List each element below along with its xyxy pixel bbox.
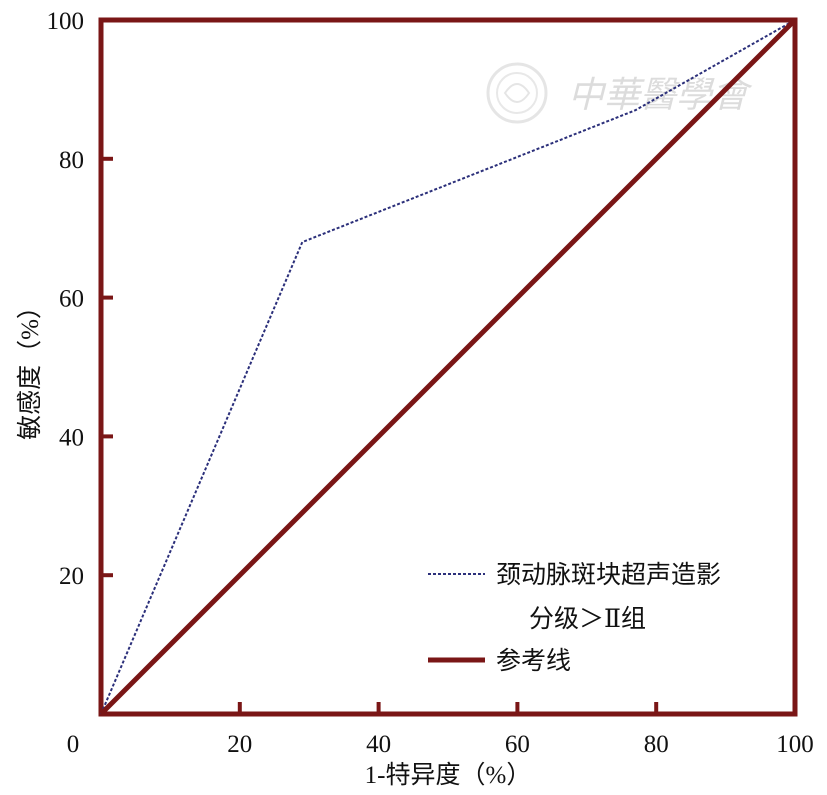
y-tick-label: 40 bbox=[59, 424, 84, 451]
legend-label-line2: 分级＞Ⅱ组 bbox=[529, 605, 646, 633]
y-axis-label: 敏感度（%） bbox=[16, 294, 44, 440]
y-tick-label: 100 bbox=[47, 8, 85, 35]
x-tick-label: 20 bbox=[227, 731, 252, 758]
legend: 颈动脉斑块超声造影 分级＞Ⅱ组 参考线 bbox=[428, 561, 721, 675]
plot-frame bbox=[98, 17, 798, 717]
x-axis-label: 1-特异度（%） bbox=[365, 761, 532, 789]
series-line-reference bbox=[99, 18, 797, 716]
x-tick-label: 80 bbox=[644, 731, 669, 758]
medical-association-seal-icon bbox=[486, 62, 548, 124]
x-tick-label: 40 bbox=[366, 731, 391, 758]
legend-item-reference-line: 参考线 bbox=[428, 647, 571, 675]
series-line-roc-curve bbox=[100, 19, 796, 715]
legend-label-reference: 参考线 bbox=[496, 647, 571, 675]
watermark: 中華醫學會 bbox=[486, 62, 753, 124]
x-tick-label: 100 bbox=[776, 731, 814, 758]
series-layer bbox=[99, 18, 797, 716]
axis-ticks: 0 20 40 60 80 100 20 40 60 80 100 bbox=[47, 8, 814, 758]
y-tick-label: 80 bbox=[59, 147, 84, 174]
legend-label-line1: 颈动脉斑块超声造影 bbox=[496, 561, 721, 589]
y-tick-label: 60 bbox=[59, 286, 84, 313]
y-tick-label: 20 bbox=[59, 563, 84, 590]
legend-item-contrast-grade: 颈动脉斑块超声造影 分级＞Ⅱ组 bbox=[428, 561, 721, 633]
origin-label: 0 bbox=[67, 731, 80, 758]
x-tick-label: 60 bbox=[505, 731, 530, 758]
